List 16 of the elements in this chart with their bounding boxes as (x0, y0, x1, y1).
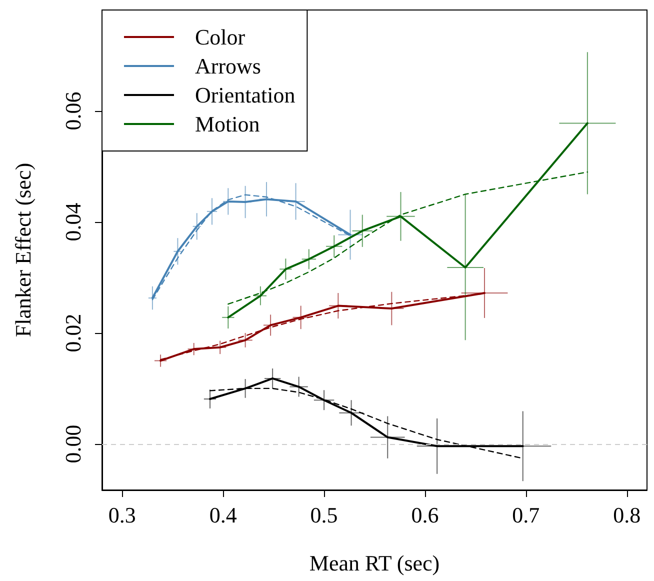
legend-label: Arrows (195, 54, 261, 78)
legend-label: Motion (195, 112, 260, 136)
y-axis-title: Flanker Effect (sec) (10, 162, 36, 338)
x-tick-label: 0.4 (209, 502, 237, 528)
x-tick-label: 0.7 (512, 502, 540, 528)
y-tick-label: 0.04 (60, 202, 86, 242)
legend-label: Color (195, 24, 246, 50)
x-tick-label: 0.8 (613, 502, 641, 528)
x-tick-label: 0.6 (411, 502, 439, 528)
x-axis-title: Mean RT (sec) (309, 550, 440, 576)
y-tick-label: 0.00 (60, 424, 86, 464)
x-tick-label: 0.5 (310, 502, 338, 528)
legend-label: Orientation (195, 82, 296, 108)
y-tick-label: 0.02 (60, 314, 86, 352)
x-tick-label: 0.3 (108, 502, 136, 528)
y-tick-label: 0.06 (60, 92, 86, 130)
